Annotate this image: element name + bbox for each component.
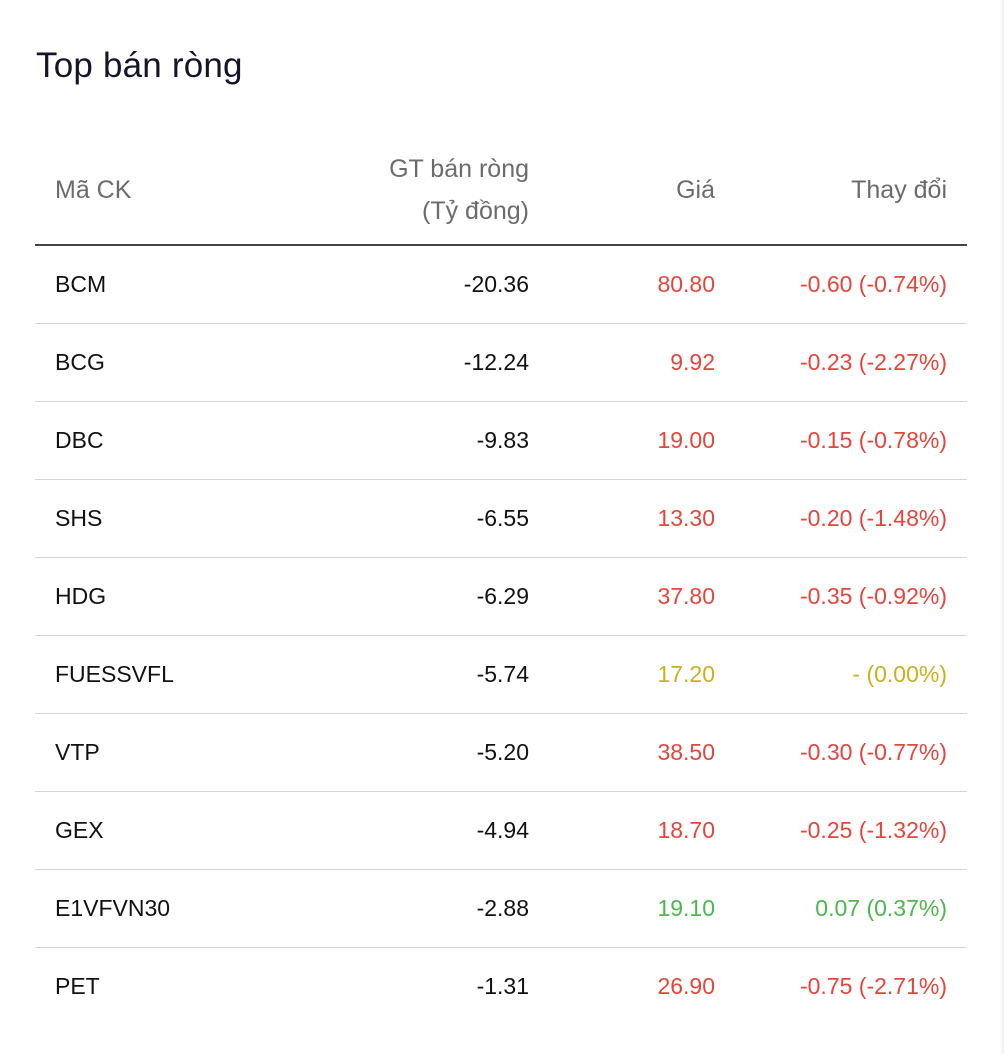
- row-change: -0.75 (-2.71%): [799, 973, 947, 999]
- row-price: 18.70: [549, 791, 735, 870]
- table-row[interactable]: DBC -9.83 19.00 -0.15 (-0.78%): [35, 401, 967, 480]
- row-symbol[interactable]: SHS: [35, 479, 267, 558]
- header-change[interactable]: Thay đổi: [735, 136, 967, 246]
- header-row: Mã CK GT bán ròng (Tỷ đồng) Giá Thay đổi: [35, 136, 967, 246]
- row-change: -0.30 (-0.77%): [735, 713, 967, 792]
- header-price[interactable]: Giá: [549, 136, 735, 246]
- row-net-sell-value: -9.83: [267, 401, 549, 480]
- row-price: 13.30: [549, 479, 735, 558]
- row-change: -0.20 (-1.48%): [735, 479, 967, 558]
- table-header: Mã CK GT bán ròng (Tỷ đồng) Giá Thay đổi: [35, 136, 967, 246]
- row-price: 19.10: [549, 869, 735, 948]
- net-sell-table: Mã CK GT bán ròng (Tỷ đồng) Giá Thay đổi…: [35, 136, 967, 1025]
- row-change: -0.35 (-0.92%): [735, 557, 967, 636]
- header-net-sell-value-line1: GT bán ròng: [389, 155, 529, 183]
- row-net-sell-value: -5.20: [267, 713, 549, 792]
- table-row[interactable]: VTP -5.20 38.50 -0.30 (-0.77%): [35, 713, 967, 792]
- row-price: 38.50: [549, 713, 735, 792]
- row-change: 0.07 (0.37%): [735, 869, 967, 948]
- row-net-sell-value: -5.74: [267, 635, 549, 714]
- row-symbol[interactable]: FUESSVFL: [35, 635, 267, 714]
- row-net-sell-value: -12.24: [267, 323, 549, 402]
- table-row[interactable]: E1VFVN30 -2.88 19.10 0.07 (0.37%): [35, 869, 967, 948]
- table-row[interactable]: HDG -6.29 37.80 -0.35 (-0.92%): [35, 557, 967, 636]
- row-symbol[interactable]: GEX: [35, 791, 267, 870]
- table-row[interactable]: PET -1.31 26.90 -0.75 (-2.71%): [35, 948, 967, 1026]
- row-symbol[interactable]: DBC: [35, 401, 267, 480]
- scrollbar-track: [1002, 0, 1004, 1054]
- table-body: BCM -20.36 80.80 -0.60 (-0.74%) BCG -12.…: [35, 245, 967, 1025]
- header-net-sell-value[interactable]: GT bán ròng (Tỷ đồng): [267, 136, 549, 246]
- table-row[interactable]: SHS -6.55 13.30 -0.20 (-1.48%): [35, 479, 967, 558]
- header-net-sell-value-line2: (Tỷ đồng): [422, 197, 529, 225]
- row-price: 80.80: [549, 245, 735, 324]
- row-price: 37.80: [549, 557, 735, 636]
- row-net-sell-value: -20.36: [267, 245, 549, 324]
- row-symbol[interactable]: BCG: [35, 323, 267, 402]
- table-row[interactable]: FUESSVFL -5.74 17.20 - (0.00%): [35, 635, 967, 714]
- row-change: - (0.00%): [735, 635, 967, 714]
- row-net-sell-value: -4.94: [267, 791, 549, 870]
- section-title: Top bán ròng: [36, 46, 243, 85]
- table-row[interactable]: BCG -12.24 9.92 -0.23 (-2.27%): [35, 323, 967, 402]
- row-change: -0.25 (-1.32%): [735, 791, 967, 870]
- row-change: -0.15 (-0.78%): [735, 401, 967, 480]
- row-symbol[interactable]: PET: [55, 973, 100, 999]
- row-net-sell-value: -2.88: [267, 869, 549, 948]
- row-net-sell-value: -1.31: [476, 973, 529, 999]
- row-price: 19.00: [549, 401, 735, 480]
- row-price: 9.92: [549, 323, 735, 402]
- table-row[interactable]: GEX -4.94 18.70 -0.25 (-1.32%): [35, 791, 967, 870]
- row-symbol[interactable]: E1VFVN30: [35, 869, 267, 948]
- row-net-sell-value: -6.55: [267, 479, 549, 558]
- row-price: 17.20: [549, 635, 735, 714]
- row-change: -0.60 (-0.74%): [735, 245, 967, 324]
- row-net-sell-value: -6.29: [267, 557, 549, 636]
- header-symbol[interactable]: Mã CK: [35, 136, 267, 246]
- row-symbol[interactable]: VTP: [35, 713, 267, 792]
- row-change: -0.23 (-2.27%): [735, 323, 967, 402]
- row-symbol[interactable]: HDG: [35, 557, 267, 636]
- table-row[interactable]: BCM -20.36 80.80 -0.60 (-0.74%): [35, 245, 967, 324]
- row-symbol[interactable]: BCM: [35, 245, 267, 324]
- row-price: 26.90: [657, 973, 715, 999]
